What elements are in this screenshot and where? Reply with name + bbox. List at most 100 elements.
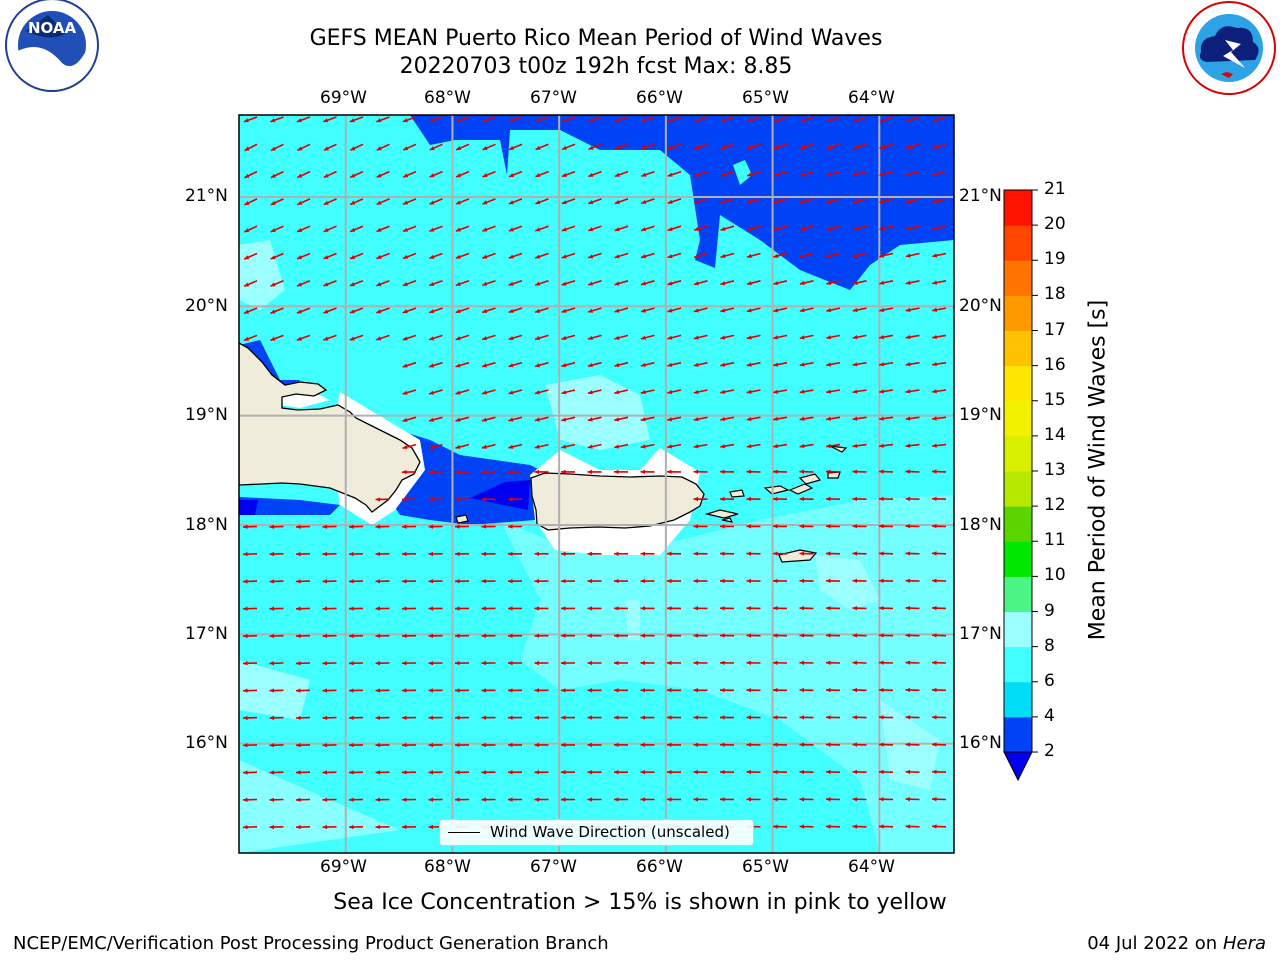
wind-wave-arrow [402, 334, 417, 341]
wind-wave-arrow [720, 116, 735, 123]
wind-wave-arrow [852, 469, 867, 474]
wind-wave-arrow [799, 280, 814, 286]
wind-wave-arrow [561, 143, 576, 151]
wind-wave-arrow [481, 715, 496, 720]
wind-wave-arrow [746, 389, 761, 394]
wind-wave-arrow [613, 551, 629, 556]
wind-wave-arrow [878, 824, 894, 829]
wind-wave-arrow [508, 334, 523, 341]
svg-text:NOAA: NOAA [28, 19, 77, 37]
wind-wave-arrow [455, 280, 470, 287]
lon-label-top: 64°W [848, 88, 895, 108]
wind-wave-arrow [905, 578, 920, 583]
wind-wave-arrow [508, 252, 523, 259]
wind-wave-arrow [693, 769, 708, 775]
wind-wave-arrow [640, 578, 655, 584]
wind-wave-arrow [296, 252, 311, 260]
wind-wave-arrow [772, 687, 788, 693]
wind-wave-arrow [640, 307, 655, 313]
wind-wave-arrow [878, 605, 894, 611]
colorbar-segment [1004, 611, 1032, 648]
wind-wave-arrow [349, 252, 364, 260]
wind-wave-arrow [561, 225, 576, 232]
wind-wave-arrow [613, 633, 629, 638]
wind-wave-arrow [323, 198, 337, 206]
colorbar [1003, 189, 1038, 782]
wind-wave-arrow [799, 198, 814, 204]
wind-wave-arrow [931, 605, 947, 611]
wind-wave-arrow [773, 143, 788, 150]
wind-wave-arrow [719, 797, 735, 802]
wind-wave-arrow [482, 198, 496, 205]
wind-wave-arrow [587, 334, 602, 341]
wind-wave-arrow [428, 742, 443, 748]
wind-wave-arrow [242, 824, 258, 830]
wind-wave-arrow [825, 824, 841, 829]
wind-wave-arrow [561, 280, 576, 286]
wind-wave-arrow [402, 170, 417, 178]
wind-wave-arrow [852, 198, 867, 204]
wind-wave-arrow [932, 361, 947, 367]
wind-wave-arrow [295, 579, 311, 584]
wind-wave-arrow [588, 116, 602, 123]
wind-wave-arrow [852, 170, 867, 177]
wind-wave-arrow [322, 579, 337, 584]
wind-wave-arrow [243, 252, 258, 260]
wind-wave-arrow [375, 770, 390, 775]
wind-wave-arrow [428, 416, 443, 422]
wind-wave-arrow [852, 551, 867, 556]
plot-title-line2: 20220703 t00z 192h fcst Max: 8.85 [399, 54, 793, 79]
wind-wave-arrow [720, 416, 735, 422]
wind-wave-arrow [535, 225, 549, 232]
wind-wave-arrow [428, 797, 443, 802]
wind-wave-arrow [401, 660, 417, 666]
wind-wave-arrow [348, 551, 364, 557]
wind-wave-arrow [746, 307, 761, 313]
wind-wave-arrow [852, 280, 867, 285]
wind-wave-arrow [401, 524, 417, 529]
wind-wave-arrow [905, 742, 920, 747]
lon-label-top: 67°W [530, 88, 577, 108]
wind-wave-arrow [878, 551, 894, 556]
wind-wave-arrow [376, 252, 390, 260]
wind-wave-arrow [719, 660, 735, 666]
wind-wave-arrow [322, 715, 337, 721]
wind-wave-arrow [772, 578, 788, 584]
wind-wave-arrow [720, 334, 735, 340]
wind-wave-arrow [455, 389, 470, 395]
wind-wave-arrow [482, 143, 496, 151]
wind-wave-arrow [905, 797, 920, 802]
wind-wave-arrow [454, 469, 470, 475]
wind-wave-arrow [507, 497, 523, 502]
wind-wave-arrow [375, 633, 390, 639]
wind-wave-arrow [932, 170, 947, 177]
footer-date-text: 04 Jul 2022 on [1087, 933, 1218, 954]
wind-wave-arrow [534, 715, 549, 720]
wind-wave-arrow [454, 715, 470, 720]
wind-wave-arrow [429, 252, 443, 260]
wind-wave-arrow [295, 551, 311, 557]
wind-wave-arrow [402, 252, 417, 260]
wind-wave-arrow [481, 497, 496, 502]
wind-wave-arrow [401, 633, 417, 639]
wind-wave-arrow [375, 715, 390, 720]
wind-wave-arrow [481, 524, 496, 529]
wind-wave-arrow [587, 797, 602, 802]
wind-wave-arrow [878, 797, 894, 802]
wind-wave-arrow [269, 715, 284, 721]
wind-wave-arrow [348, 633, 364, 639]
wind-wave-arrow [481, 660, 496, 666]
wind-wave-arrow [640, 389, 655, 395]
wind-wave-arrow [825, 660, 841, 665]
wind-wave-arrow [614, 307, 629, 313]
colorbar-tick-label: 13 [1044, 460, 1066, 480]
wind-wave-arrow [243, 334, 258, 342]
wind-wave-arrow [534, 280, 549, 286]
wind-wave-arrow [905, 769, 920, 775]
colorbar-under-extension [1003, 751, 1033, 782]
wind-wave-arrow [640, 715, 655, 720]
wind-wave-arrow [508, 198, 523, 205]
wind-wave-arrow [349, 307, 364, 314]
wind-wave-arrow [454, 770, 470, 775]
wind-wave-arrow [693, 225, 708, 232]
